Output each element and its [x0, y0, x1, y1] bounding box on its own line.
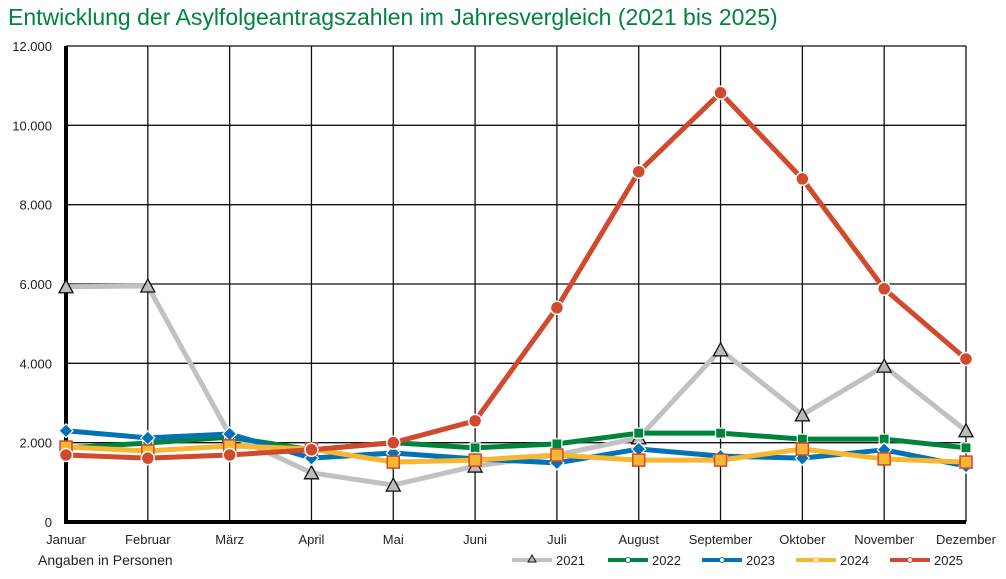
marker-square [631, 453, 646, 467]
marker-triangle [139, 277, 156, 293]
units-note: Angaben in Personen [38, 552, 173, 568]
marker-square [468, 453, 482, 467]
marker-circle [795, 171, 810, 187]
legend-item-2023: 2023 [702, 553, 775, 568]
series-line [65, 90, 968, 461]
legend-item-2024: 2024 [796, 553, 869, 568]
series-2024 [59, 439, 973, 469]
legend-label: 2023 [746, 553, 775, 568]
legend-item-2021: 2021 [512, 553, 585, 568]
marker-circle [631, 164, 646, 179]
legend-marker [527, 553, 537, 563]
legend-marker [625, 557, 631, 563]
legend-label: 2024 [840, 553, 869, 568]
marker-circle [222, 447, 237, 463]
y-tick-label: 12.000 [12, 39, 52, 54]
marker-square [551, 438, 563, 450]
x-tick-label: März [215, 532, 244, 547]
marker-square [386, 455, 401, 469]
marker-square [960, 442, 972, 454]
x-tick-label: Oktober [779, 532, 826, 547]
series-line [65, 430, 967, 453]
marker-circle [467, 413, 483, 429]
marker-square [795, 442, 810, 456]
legend-item-2022: 2022 [608, 553, 681, 568]
legend-label: 2025 [934, 553, 963, 568]
marker-circle [876, 281, 892, 297]
marker-triangle [712, 341, 729, 357]
series-line [65, 428, 967, 469]
marker-triangle [303, 464, 320, 480]
marker-circle [140, 450, 156, 466]
y-tick-label: 8.000 [19, 198, 52, 213]
marker-square [877, 452, 891, 466]
legend-marker [813, 557, 819, 563]
y-tick-label: 6.000 [19, 277, 52, 292]
x-tick-label: Februar [125, 532, 171, 547]
marker-circle [386, 435, 401, 450]
legend-marker [907, 557, 913, 563]
x-tick-label: November [854, 532, 915, 547]
legend-label: 2021 [556, 553, 585, 568]
legend-item-2025: 2025 [890, 553, 963, 568]
y-tick-label: 10.000 [12, 118, 52, 133]
marker-square [550, 448, 564, 462]
marker-triangle [57, 278, 75, 294]
x-tick-label: April [298, 532, 324, 547]
series-line [65, 443, 967, 465]
legend-label: 2022 [652, 553, 681, 568]
marker-triangle [957, 422, 975, 438]
marker-square [714, 427, 727, 439]
marker-square [959, 455, 973, 469]
y-tick-label: 0 [45, 515, 52, 530]
x-tick-label: Januar [46, 532, 86, 547]
marker-triangle [385, 476, 402, 492]
series-2022 [60, 427, 972, 456]
x-tick-label: Dezember [936, 532, 997, 547]
marker-square [633, 427, 645, 439]
marker-circle [713, 85, 728, 101]
x-tick-label: Juli [547, 532, 567, 547]
chart-title: Entwicklung der Asylfolgeantragszahlen i… [8, 4, 778, 30]
y-tick-label: 2.000 [19, 436, 52, 451]
x-tick-label: Mai [383, 532, 404, 547]
x-tick-label: August [618, 532, 659, 547]
marker-triangle [794, 406, 811, 422]
y-tick-label: 4.000 [19, 356, 52, 371]
marker-square [713, 453, 728, 467]
marker-circle [304, 442, 319, 458]
series-2025 [58, 85, 974, 466]
marker-circle [58, 447, 74, 463]
marker-triangle [876, 357, 893, 373]
marker-diamond [58, 422, 74, 439]
legend-marker [719, 557, 725, 563]
marker-circle [549, 300, 565, 316]
marker-circle [958, 351, 974, 367]
x-tick-label: Juni [463, 532, 487, 547]
x-tick-label: September [689, 532, 753, 547]
